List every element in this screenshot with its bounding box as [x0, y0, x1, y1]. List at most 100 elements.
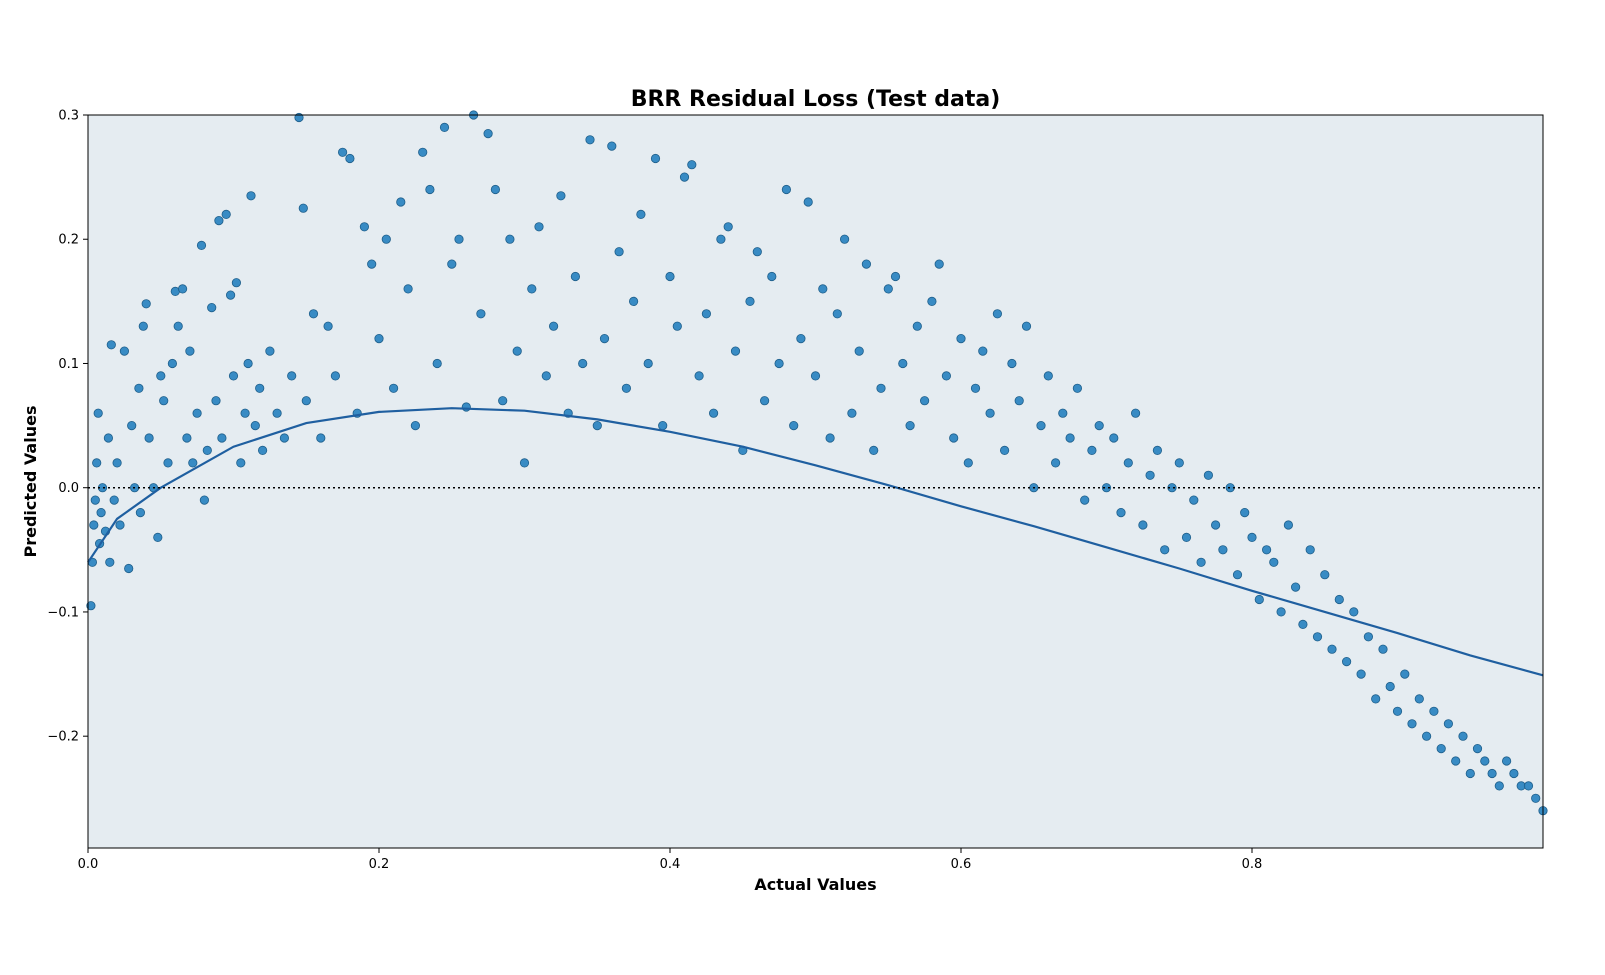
data-point: [1072, 383, 1083, 393]
data-point: [585, 135, 595, 145]
y-tick-label: −0.1: [47, 605, 79, 620]
data-point: [105, 557, 115, 567]
data-point: [1305, 545, 1315, 555]
data-point: [188, 458, 198, 468]
data-point: [359, 222, 369, 232]
plot-frame: [87, 114, 1544, 849]
data-point: [694, 371, 704, 381]
fit-line-layer: [87, 407, 1544, 677]
data-point: [1014, 396, 1024, 406]
data-point: [199, 495, 209, 505]
data-point: [628, 296, 639, 306]
data-point: [246, 191, 256, 201]
data-point: [599, 333, 610, 344]
data-point: [316, 433, 326, 443]
data-point: [1283, 520, 1294, 530]
data-point: [214, 216, 224, 226]
x-tick-label: 0.0: [78, 857, 99, 872]
data-point: [861, 259, 872, 269]
data-point: [167, 358, 177, 369]
data-point: [1181, 532, 1192, 543]
data-point: [1349, 607, 1359, 617]
data-point: [461, 402, 471, 412]
data-point: [519, 458, 530, 468]
data-point: [1174, 458, 1184, 468]
data-point: [636, 209, 646, 219]
data-point: [1152, 445, 1163, 455]
data-point: [956, 333, 966, 344]
data-point: [949, 433, 959, 443]
data-point: [109, 495, 119, 505]
data-point: [432, 358, 442, 369]
data-point: [1101, 483, 1112, 493]
data-point: [93, 408, 103, 418]
y-tick-label: 0.2: [58, 233, 79, 248]
data-point: [1407, 719, 1417, 729]
data-point: [1167, 483, 1177, 493]
data-point: [839, 234, 850, 244]
data-point: [1429, 706, 1439, 716]
data-point: [1378, 644, 1388, 654]
data-point: [869, 445, 879, 455]
data-point: [1262, 545, 1272, 555]
data-point: [505, 234, 515, 244]
data-point: [978, 346, 988, 356]
data-point: [90, 495, 100, 505]
data-point: [106, 340, 116, 350]
data-point: [1480, 756, 1490, 766]
data-point: [396, 197, 406, 207]
data-point: [650, 153, 661, 164]
data-point: [196, 240, 207, 250]
data-point: [752, 247, 762, 257]
data-point: [185, 346, 195, 356]
data-point: [592, 420, 602, 431]
data-point: [1189, 495, 1199, 505]
data-point: [1043, 371, 1053, 381]
data-point: [454, 234, 464, 244]
x-tick-label: 0.4: [660, 857, 681, 872]
data-point: [207, 302, 217, 313]
data-point: [1371, 694, 1381, 704]
data-point: [1240, 507, 1250, 518]
data-point: [1298, 619, 1308, 630]
data-point: [941, 371, 952, 381]
data-point: [832, 309, 842, 319]
y-tick-label: 0.3: [58, 109, 79, 124]
data-point: [272, 408, 282, 418]
data-point: [86, 601, 96, 611]
data-point: [96, 507, 106, 518]
data-point: [1342, 656, 1352, 667]
data-point: [287, 371, 297, 381]
data-point: [250, 420, 260, 431]
data-point: [898, 358, 908, 369]
data-point: [614, 247, 624, 257]
data-point: [124, 563, 134, 574]
data-point: [236, 458, 246, 468]
data-point: [1356, 669, 1366, 679]
data-point: [1109, 433, 1119, 443]
data-point: [103, 433, 114, 443]
data-point: [228, 371, 239, 381]
data-point: [134, 383, 144, 393]
data-point: [970, 383, 981, 393]
data-point: [323, 321, 333, 331]
data-point: [1400, 669, 1410, 679]
data-point: [919, 396, 930, 406]
data-point: [963, 458, 973, 468]
data-point: [345, 153, 355, 164]
y-axis-ticks: −0.2 −0.1 0.0 0.1 0.2 0.3: [47, 109, 88, 745]
data-point: [1254, 594, 1264, 605]
x-axis-title: Actual Values: [754, 875, 876, 894]
data-point: [418, 147, 428, 157]
data-point: [774, 358, 784, 369]
data-point: [745, 296, 755, 306]
data-point: [847, 408, 857, 418]
data-point: [301, 396, 311, 406]
data-point: [607, 141, 617, 151]
data-point: [1509, 768, 1519, 779]
data-point: [658, 420, 668, 431]
data-point: [1232, 570, 1243, 580]
y-axis-title: Predicted Values: [21, 406, 40, 558]
data-point: [403, 284, 413, 294]
